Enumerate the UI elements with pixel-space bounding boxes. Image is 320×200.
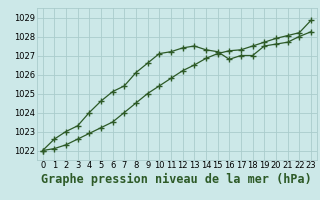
X-axis label: Graphe pression niveau de la mer (hPa): Graphe pression niveau de la mer (hPa) [41,173,312,186]
